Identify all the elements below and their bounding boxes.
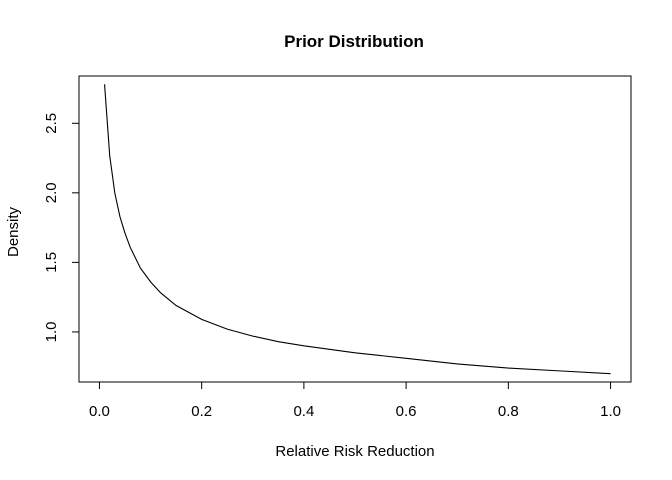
density-line (104, 84, 611, 375)
x-tick-label: 0.6 (396, 403, 417, 420)
x-tick-label: 0.0 (89, 403, 110, 420)
y-tick-label: 1.5 (43, 252, 60, 273)
y-tick-label: 2.5 (43, 113, 60, 134)
y-axis: 1.0 1.5 2.0 2.5 (43, 113, 80, 342)
y-tick-label: 2.0 (43, 182, 60, 203)
chart-title: Prior Distribution (284, 32, 424, 51)
x-tick-label: 0.8 (498, 403, 519, 420)
x-axis-label: Relative Risk Reduction (275, 443, 434, 460)
y-tick-label: 1.0 (43, 321, 60, 342)
x-axis: 0.0 0.2 0.4 0.6 0.8 1.0 (89, 381, 621, 420)
y-axis-label: Density (5, 206, 22, 257)
x-tick-label: 0.4 (293, 403, 314, 420)
x-tick-label: 1.0 (600, 403, 621, 420)
x-tick-label: 0.2 (191, 403, 212, 420)
